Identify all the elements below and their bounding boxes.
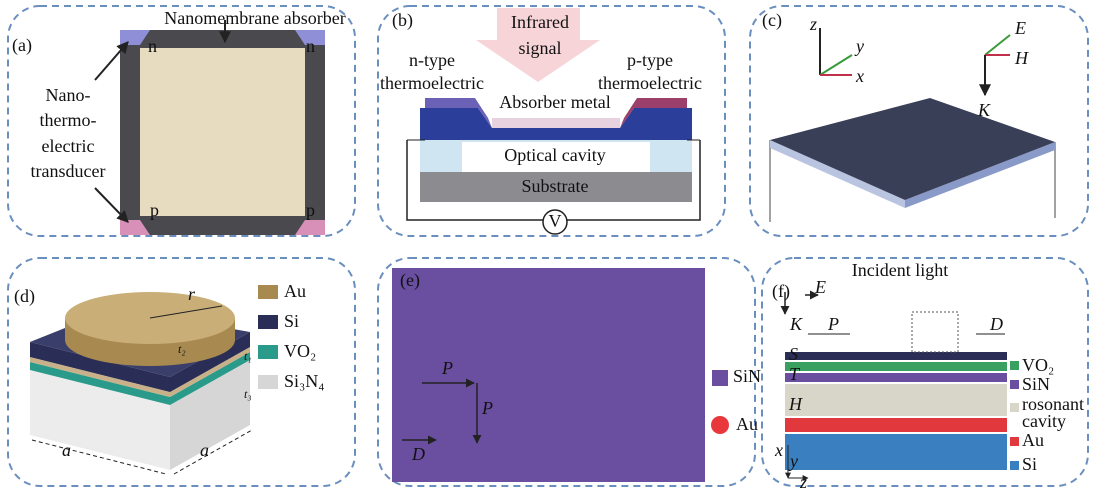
panel-label: (f) [772, 281, 790, 302]
label: a [62, 440, 71, 460]
panel-c: (c) z y x E H K [762, 10, 1055, 222]
title: Nanomembrane absorber [164, 8, 345, 28]
layer [785, 418, 1007, 432]
legend-swatch [258, 345, 278, 359]
axis-label: z [799, 472, 807, 491]
slab-top [770, 98, 1055, 200]
layer [785, 434, 1007, 470]
label: P [481, 398, 493, 418]
label: Nano- [46, 85, 91, 105]
label: r [188, 284, 196, 304]
label: E [814, 277, 826, 297]
label: H [788, 394, 803, 414]
label: transducer [31, 161, 106, 181]
legend-swatch [1010, 380, 1019, 389]
label: Absorber metal [499, 92, 610, 112]
legend-swatch [258, 375, 278, 389]
legend-swatch [258, 285, 278, 299]
axis-label: K [977, 100, 991, 120]
label: Infrared [511, 12, 569, 32]
legend-swatch [712, 370, 728, 386]
label: t₁ [244, 349, 252, 363]
label: Substrate [522, 176, 589, 196]
legend-swatch [711, 416, 729, 434]
axis-label: z [809, 14, 817, 34]
legend-label: cavity [1022, 411, 1066, 431]
legend-swatch [1010, 437, 1019, 446]
label: t₂ [178, 342, 186, 356]
label: Incident light [852, 260, 948, 280]
membrane [140, 48, 305, 216]
legend-label: VO₂ [284, 341, 316, 361]
label: K [789, 314, 803, 334]
panel-e: (e) P P D SiN Au [392, 268, 761, 482]
axis-label: E [1014, 18, 1026, 38]
legend-label: Au [1022, 430, 1044, 450]
axis-label: y [788, 451, 798, 471]
label: thermoelectric [380, 73, 484, 93]
axis-label: x [855, 66, 864, 86]
label: thermoelectric [598, 73, 702, 93]
legend-label: Au [284, 281, 306, 301]
axis [820, 55, 852, 75]
corner-label: p [306, 200, 315, 220]
figure: (a) Nanomembrane absorber n n p p Nano- … [0, 0, 1094, 491]
label: V [549, 211, 562, 231]
axis-label: H [1014, 48, 1029, 68]
label: signal [519, 38, 562, 58]
panel-label: (a) [12, 35, 32, 56]
legend-label: Si [1022, 454, 1037, 474]
label: p-type [627, 50, 673, 70]
label: P [441, 358, 453, 378]
legend-label: Si₃N₄ [284, 371, 325, 391]
sin-base [392, 268, 705, 482]
legend-label: SiN [1022, 374, 1050, 394]
layer [785, 362, 1007, 371]
legend-swatch [1010, 403, 1019, 412]
label: S [789, 344, 798, 364]
legend-swatch [1010, 361, 1019, 370]
panel-label: (c) [762, 10, 782, 31]
unit-cell [912, 312, 958, 352]
label: D [411, 444, 425, 464]
layer [785, 373, 1007, 382]
label: electric [42, 136, 95, 156]
corner-label: n [148, 36, 157, 56]
legend-swatch [258, 315, 278, 329]
corner-label: n [306, 36, 315, 56]
layer [785, 352, 1007, 360]
panel-label: (d) [14, 286, 35, 307]
label: t₃ [244, 387, 252, 401]
panel-b: (b) Infrared signal n-type thermoelectri… [380, 8, 702, 234]
panel-label: (b) [392, 10, 413, 31]
legend-label: Au [736, 414, 758, 434]
panel-a: (a) Nanomembrane absorber n n p p Nano- … [12, 8, 346, 235]
layer [785, 384, 1007, 416]
label: thermo- [40, 110, 97, 130]
axis-label: y [854, 36, 864, 56]
panel-f: (f) Incident light E K P D S T H VO₂ SiN… [772, 260, 1084, 491]
axis-label: x [774, 440, 783, 460]
absorber [492, 118, 620, 128]
panel-label: (e) [400, 270, 420, 291]
label: a [200, 440, 209, 460]
legend-label: VO₂ [1022, 355, 1054, 375]
label: D [989, 314, 1003, 334]
panel-d: (d) r a a t₂ t₁ t₃ Au Si VO₂ Si₃N₄ [14, 281, 325, 474]
legend-label: Si [284, 311, 299, 331]
label: P [827, 314, 839, 334]
corner-label: p [150, 200, 159, 220]
legend-label: SiN [733, 366, 761, 386]
legend-swatch [1010, 461, 1019, 470]
axis [985, 35, 1010, 55]
label: n-type [409, 50, 455, 70]
label: Optical cavity [504, 145, 605, 165]
